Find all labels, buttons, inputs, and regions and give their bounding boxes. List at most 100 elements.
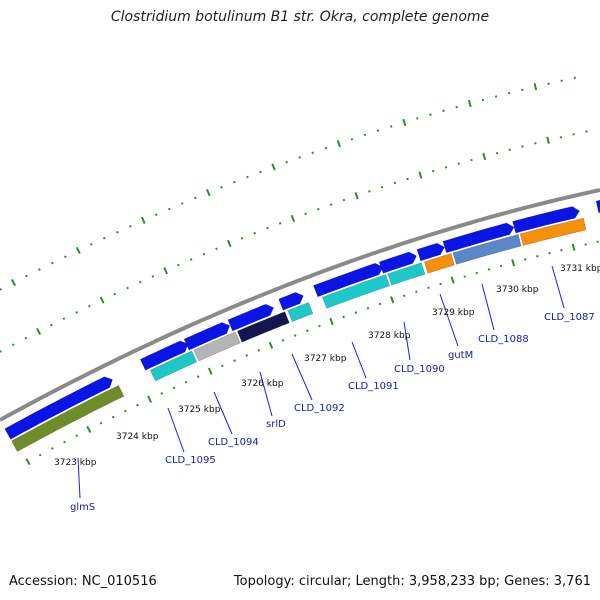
tick-mark xyxy=(354,311,358,314)
tick-mark xyxy=(482,152,487,161)
tick-mark xyxy=(138,280,142,284)
leader-line-4 xyxy=(259,371,273,417)
tick-mark xyxy=(266,226,269,230)
tick-mark xyxy=(0,287,2,291)
tick-mark xyxy=(268,341,274,349)
tick-mark xyxy=(128,224,132,228)
tick-mark xyxy=(560,79,563,82)
tick-mark xyxy=(311,151,315,155)
kbp-label-3731: 3731 kbp xyxy=(560,264,600,274)
tick-mark xyxy=(481,98,485,102)
tick-mark xyxy=(147,395,153,403)
tick-mark xyxy=(329,203,333,206)
gene-label-CLD_1095: CLD_1095 xyxy=(165,455,216,466)
tick-mark xyxy=(136,403,139,407)
tick-mark xyxy=(206,189,211,197)
tick-mark xyxy=(220,186,223,189)
tick-mark xyxy=(536,255,539,258)
tick-mark xyxy=(63,440,66,444)
cds-arrow-11 xyxy=(595,199,600,214)
cds-arrow-8 xyxy=(416,242,445,262)
tick-mark xyxy=(184,380,188,384)
tick-mark xyxy=(25,274,28,278)
tick-mark xyxy=(113,292,117,296)
tick-mark xyxy=(233,180,236,184)
tick-mark xyxy=(547,82,550,85)
cds-arrow-9 xyxy=(442,222,515,254)
tick-mark xyxy=(89,242,93,246)
cds-arrow-3 xyxy=(183,322,231,351)
tick-mark xyxy=(226,239,232,248)
tick-mark xyxy=(0,350,2,353)
tick-mark xyxy=(467,99,472,108)
gene-block-srlD xyxy=(237,311,290,343)
tick-mark xyxy=(25,458,31,466)
tick-mark xyxy=(363,133,367,137)
tick-mark xyxy=(368,190,371,193)
gene-block-CLD_1088 xyxy=(452,234,522,265)
tick-mark xyxy=(336,139,341,148)
tick-mark xyxy=(427,286,430,290)
tick-mark xyxy=(271,163,276,171)
backbone-line xyxy=(0,188,600,422)
tick-mark xyxy=(154,213,158,217)
tick-mark xyxy=(180,202,184,205)
kbp-label-3724: 3724 kbp xyxy=(116,432,159,442)
tick-mark xyxy=(495,151,499,155)
tick-mark xyxy=(507,91,511,95)
tick-mark xyxy=(457,162,460,165)
tick-mark xyxy=(253,231,257,235)
leader-line-5 xyxy=(291,353,313,401)
tick-mark xyxy=(233,359,236,362)
cds-arrow-5 xyxy=(278,292,304,311)
gene-label-CLD_1088: CLD_1088 xyxy=(478,334,529,345)
tick-mark xyxy=(246,175,249,179)
tick-mark xyxy=(318,324,321,328)
tick-mark xyxy=(342,198,346,202)
tick-mark xyxy=(406,177,409,181)
gene-label-srlD: srlD xyxy=(266,419,286,430)
tick-mark xyxy=(442,109,445,113)
tick-mark xyxy=(111,415,115,419)
tick-mark xyxy=(99,296,105,304)
map-title: Clostridium botulinum B1 str. Okra, comp… xyxy=(110,9,490,25)
gene-block-glmS xyxy=(11,384,125,452)
tick-mark xyxy=(415,290,418,294)
tick-mark xyxy=(499,264,503,268)
tick-mark xyxy=(281,339,285,342)
gene-label-CLD_1092: CLD_1092 xyxy=(294,403,345,414)
tick-mark xyxy=(151,275,155,278)
tick-mark xyxy=(354,192,359,200)
gene-block-CLD_1094 xyxy=(193,331,241,362)
leader-line-1 xyxy=(77,457,81,499)
tick-mark xyxy=(508,148,511,151)
tick-mark xyxy=(189,258,193,261)
tick-mark xyxy=(163,267,169,275)
tick-mark xyxy=(278,222,282,225)
tick-mark xyxy=(51,261,54,265)
tick-mark xyxy=(38,268,41,271)
tick-mark xyxy=(524,258,527,261)
gene-block-CLD_1091 xyxy=(322,274,390,309)
tick-mark xyxy=(51,447,54,450)
leader-line-6 xyxy=(351,341,367,379)
tick-mark xyxy=(298,156,301,159)
cds-arrow-4 xyxy=(227,303,274,332)
tick-mark xyxy=(99,421,103,425)
tick-mark xyxy=(167,207,171,211)
tick-mark xyxy=(102,236,106,240)
tick-mark xyxy=(172,386,176,390)
leader-line-2 xyxy=(167,407,185,453)
tick-mark xyxy=(487,268,491,271)
gene-label-gutM: gutM xyxy=(448,350,473,361)
tick-mark xyxy=(160,392,164,395)
gene-block-CLD_1087 xyxy=(519,217,587,246)
tick-mark xyxy=(393,181,397,185)
tick-mark xyxy=(245,354,249,357)
tick-mark xyxy=(86,425,92,433)
kbp-label-3727: 3727 kbp xyxy=(304,354,347,364)
tick-mark xyxy=(49,323,53,327)
tick-mark xyxy=(418,171,423,179)
tick-mark xyxy=(390,296,395,304)
kbp-label-3729: 3729 kbp xyxy=(432,308,475,318)
